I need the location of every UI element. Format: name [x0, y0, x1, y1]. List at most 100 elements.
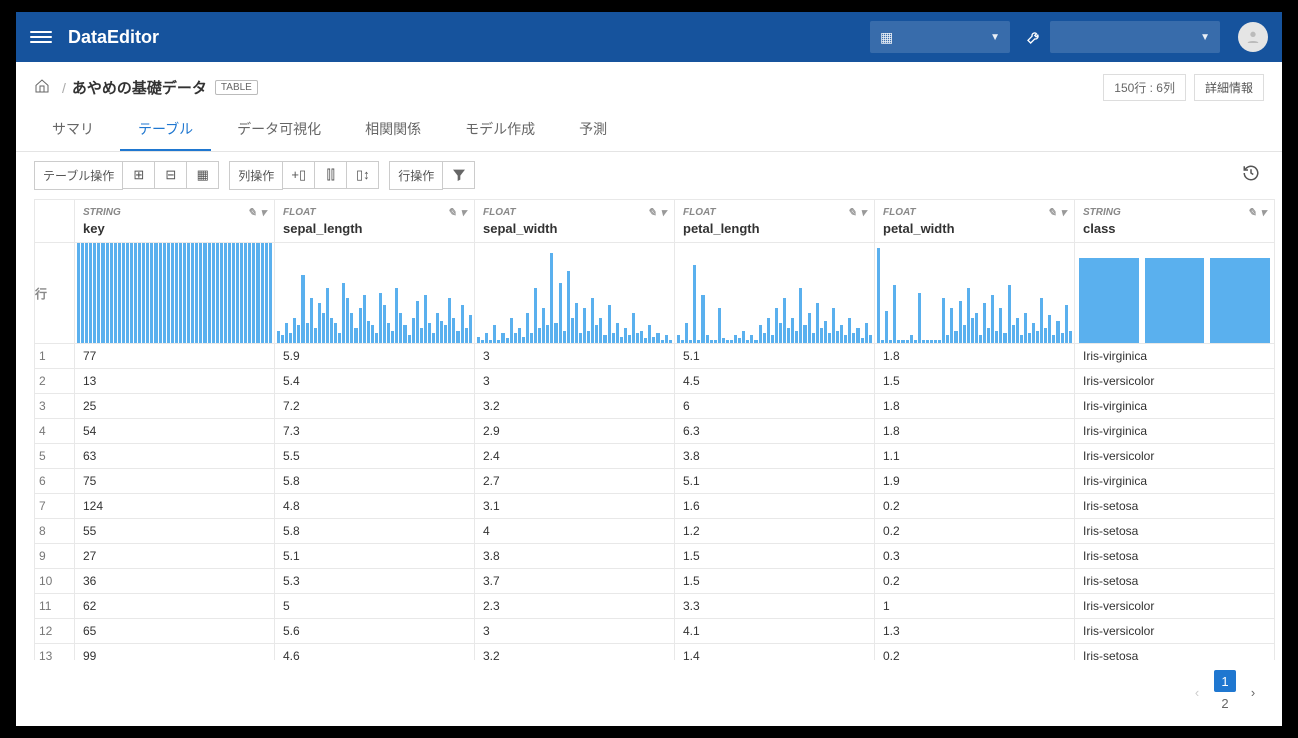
table-op2-button[interactable]: ⊟: [155, 161, 187, 189]
cell-class[interactable]: Iris-setosa: [1075, 494, 1275, 519]
detail-button[interactable]: 詳細情報: [1194, 74, 1264, 101]
page-2[interactable]: 2: [1214, 692, 1236, 714]
col-header-sepal_length[interactable]: FLOAT✎▾sepal_length: [275, 200, 475, 243]
cell-petal_width[interactable]: 1.9: [875, 469, 1075, 494]
cell-petal_length[interactable]: 3.3: [675, 594, 875, 619]
cell-sepal_width[interactable]: 3: [475, 619, 675, 644]
cell-class[interactable]: Iris-setosa: [1075, 569, 1275, 594]
table-row[interactable]: 8555.841.20.2Iris-setosa: [35, 519, 1275, 544]
header-project-select[interactable]: ▼: [1050, 21, 1220, 53]
cell-petal_length[interactable]: 6: [675, 394, 875, 419]
cell-sepal_width[interactable]: 4: [475, 519, 675, 544]
tab-予測[interactable]: 予測: [561, 109, 625, 151]
cell-class[interactable]: Iris-setosa: [1075, 644, 1275, 661]
hamburger-menu-icon[interactable]: [30, 26, 52, 48]
tab-テーブル[interactable]: テーブル: [120, 109, 211, 151]
cell-sepal_length[interactable]: 4.8: [275, 494, 475, 519]
cell-sepal_width[interactable]: 3: [475, 344, 675, 369]
cell-key[interactable]: 54: [75, 419, 275, 444]
table-ops-button[interactable]: テーブル操作: [34, 161, 123, 190]
tab-モデル作成[interactable]: モデル作成: [447, 109, 553, 151]
histogram-petal_length[interactable]: [675, 243, 875, 344]
cell-key[interactable]: 65: [75, 619, 275, 644]
split-col-button[interactable]: ⫿⫿: [315, 161, 347, 189]
col-header-sepal_width[interactable]: FLOAT✎▾sepal_width: [475, 200, 675, 243]
cell-petal_length[interactable]: 1.5: [675, 569, 875, 594]
cell-key[interactable]: 99: [75, 644, 275, 661]
cell-sepal_length[interactable]: 5.5: [275, 444, 475, 469]
cell-key[interactable]: 63: [75, 444, 275, 469]
row-ops-button[interactable]: 行操作: [389, 161, 443, 190]
header-dataset-select[interactable]: ▦ ▼: [870, 21, 1010, 53]
cell-class[interactable]: Iris-versicolor: [1075, 594, 1275, 619]
cell-key[interactable]: 77: [75, 344, 275, 369]
table-row[interactable]: 3257.23.261.8Iris-virginica: [35, 394, 1275, 419]
histogram-class[interactable]: [1075, 243, 1275, 344]
cell-sepal_width[interactable]: 3.2: [475, 394, 675, 419]
user-avatar[interactable]: [1238, 22, 1268, 52]
table-row[interactable]: 2135.434.51.5Iris-versicolor: [35, 369, 1275, 394]
cell-petal_width[interactable]: 0.2: [875, 494, 1075, 519]
cell-key[interactable]: 62: [75, 594, 275, 619]
sort-col-button[interactable]: ▯↕: [347, 161, 379, 189]
caret-down-icon[interactable]: ▾: [1060, 206, 1066, 219]
cell-petal_width[interactable]: 1: [875, 594, 1075, 619]
history-button[interactable]: [1238, 160, 1264, 191]
cell-petal_length[interactable]: 6.3: [675, 419, 875, 444]
cell-petal_width[interactable]: 0.2: [875, 644, 1075, 661]
cell-sepal_length[interactable]: 7.3: [275, 419, 475, 444]
cell-key[interactable]: 75: [75, 469, 275, 494]
table-row[interactable]: 4547.32.96.31.8Iris-virginica: [35, 419, 1275, 444]
table-row[interactable]: 9275.13.81.50.3Iris-setosa: [35, 544, 1275, 569]
page-1[interactable]: 1: [1214, 670, 1236, 692]
cell-petal_width[interactable]: 1.1: [875, 444, 1075, 469]
caret-down-icon[interactable]: ▾: [460, 206, 466, 219]
cell-sepal_width[interactable]: 3.8: [475, 544, 675, 569]
table-row[interactable]: 10365.33.71.50.2Iris-setosa: [35, 569, 1275, 594]
col-header-petal_length[interactable]: FLOAT✎▾petal_length: [675, 200, 875, 243]
cell-petal_width[interactable]: 1.3: [875, 619, 1075, 644]
caret-down-icon[interactable]: ▾: [660, 206, 666, 219]
edit-icon[interactable]: ✎: [1047, 206, 1056, 219]
edit-icon[interactable]: ✎: [247, 206, 256, 219]
edit-icon[interactable]: ✎: [1247, 206, 1256, 219]
cell-petal_width[interactable]: 0.3: [875, 544, 1075, 569]
cell-sepal_length[interactable]: 4.6: [275, 644, 475, 661]
table-row[interactable]: 13994.63.21.40.2Iris-setosa: [35, 644, 1275, 661]
cell-sepal_length[interactable]: 5.8: [275, 469, 475, 494]
table-op1-button[interactable]: ⊞: [123, 161, 155, 189]
cell-petal_length[interactable]: 1.6: [675, 494, 875, 519]
cell-class[interactable]: Iris-virginica: [1075, 419, 1275, 444]
histogram-key[interactable]: [75, 243, 275, 344]
col-header-petal_width[interactable]: FLOAT✎▾petal_width: [875, 200, 1075, 243]
page-next[interactable]: ›: [1242, 681, 1264, 703]
cell-petal_length[interactable]: 4.5: [675, 369, 875, 394]
cell-sepal_length[interactable]: 5.9: [275, 344, 475, 369]
cell-key[interactable]: 13: [75, 369, 275, 394]
cell-class[interactable]: Iris-versicolor: [1075, 444, 1275, 469]
table-row[interactable]: 116252.33.31Iris-versicolor: [35, 594, 1275, 619]
cell-sepal_width[interactable]: 3.7: [475, 569, 675, 594]
cell-petal_length[interactable]: 1.4: [675, 644, 875, 661]
cell-petal_width[interactable]: 1.8: [875, 419, 1075, 444]
filter-button[interactable]: [443, 161, 475, 189]
cell-petal_length[interactable]: 1.2: [675, 519, 875, 544]
col-header-class[interactable]: STRING✎▾class: [1075, 200, 1275, 243]
cell-sepal_width[interactable]: 2.9: [475, 419, 675, 444]
edit-icon[interactable]: ✎: [447, 206, 456, 219]
table-row[interactable]: 12655.634.11.3Iris-versicolor: [35, 619, 1275, 644]
cell-sepal_width[interactable]: 2.3: [475, 594, 675, 619]
table-row[interactable]: 1775.935.11.8Iris-virginica: [35, 344, 1275, 369]
table-op3-button[interactable]: ▦: [187, 161, 219, 189]
cell-sepal_length[interactable]: 5.4: [275, 369, 475, 394]
cell-class[interactable]: Iris-virginica: [1075, 394, 1275, 419]
cell-key[interactable]: 124: [75, 494, 275, 519]
add-col-button[interactable]: +▯: [283, 161, 315, 189]
edit-icon[interactable]: ✎: [647, 206, 656, 219]
cell-sepal_width[interactable]: 3.1: [475, 494, 675, 519]
cell-class[interactable]: Iris-versicolor: [1075, 619, 1275, 644]
cell-sepal_width[interactable]: 3: [475, 369, 675, 394]
tab-相関関係[interactable]: 相関関係: [347, 109, 439, 151]
caret-down-icon[interactable]: ▾: [860, 206, 866, 219]
cell-petal_length[interactable]: 3.8: [675, 444, 875, 469]
